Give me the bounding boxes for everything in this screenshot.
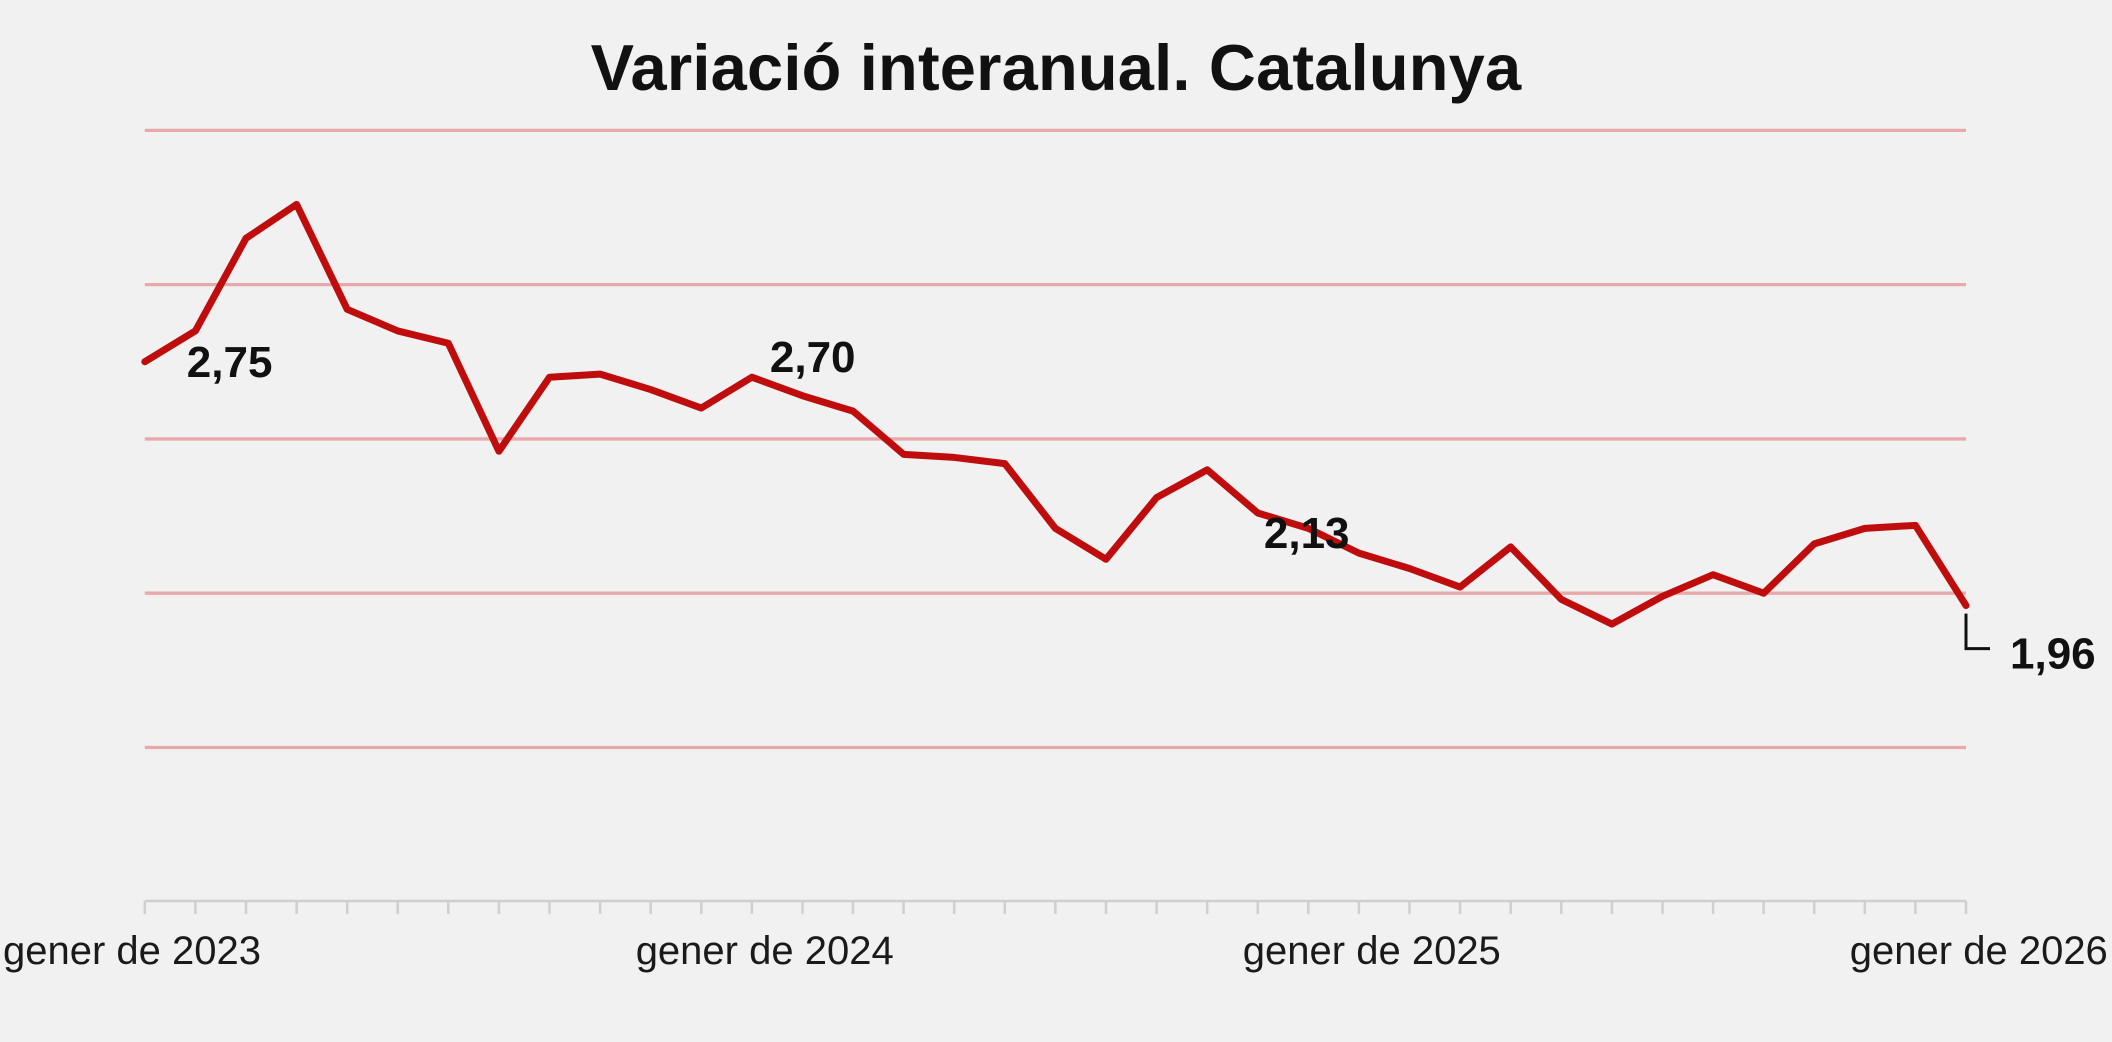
svg-text:gener de 2026: gener de 2026 <box>1850 929 2108 973</box>
svg-text:gener de 2024: gener de 2024 <box>636 929 894 973</box>
svg-text:1,96: 1,96 <box>2010 630 2096 679</box>
svg-text:2,13: 2,13 <box>1264 509 1350 558</box>
svg-text:gener de 2025: gener de 2025 <box>1243 929 1501 973</box>
svg-text:2,70: 2,70 <box>770 333 856 382</box>
svg-text:2,75: 2,75 <box>187 338 273 387</box>
svg-text:gener de 2023: gener de 2023 <box>3 929 261 973</box>
